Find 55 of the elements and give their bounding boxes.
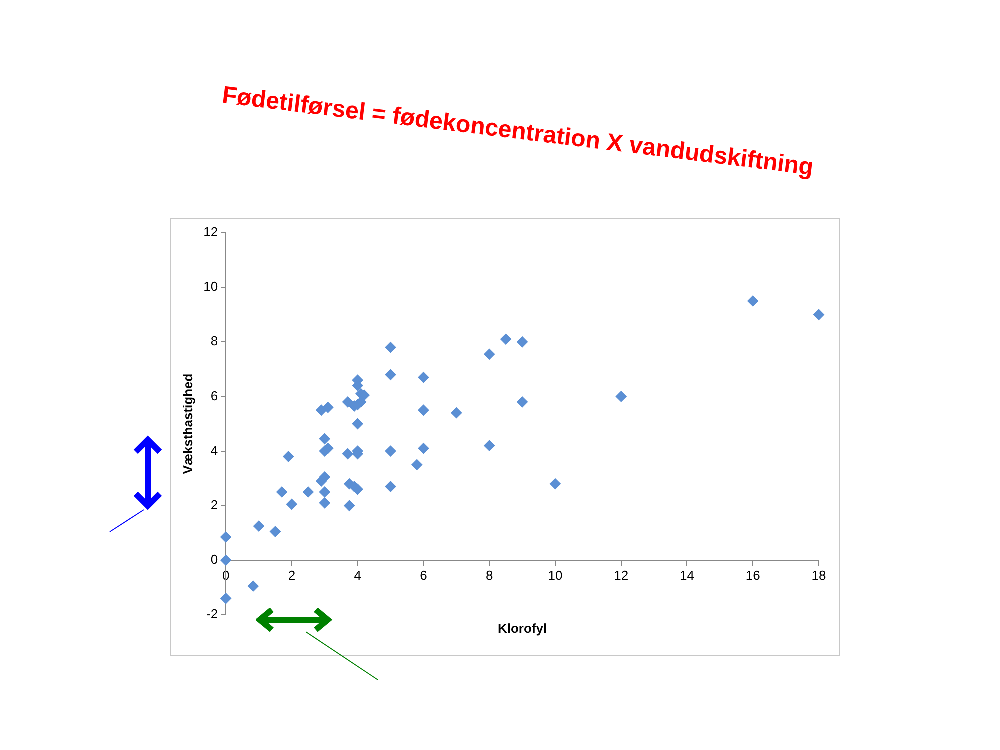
- y-tick-label: 8: [210, 334, 218, 349]
- point: [385, 342, 396, 354]
- point: [342, 448, 354, 460]
- x-tick-label: 12: [614, 568, 629, 583]
- x-tick-label: 14: [680, 568, 694, 583]
- point: [517, 336, 528, 348]
- x-tick-label: 6: [420, 568, 428, 583]
- y-tick-label: 12: [204, 224, 218, 240]
- y-tick-label: 0: [210, 552, 218, 568]
- x-tick-label: 10: [548, 568, 563, 583]
- point: [748, 296, 759, 307]
- y-axis-title: Væksthastighed: [180, 374, 196, 474]
- point: [322, 402, 334, 414]
- x-axis-title: Klorofyl: [498, 621, 548, 636]
- point: [220, 593, 232, 604]
- y-tick-label: 10: [204, 279, 218, 294]
- point: [319, 498, 330, 509]
- point: [418, 372, 430, 384]
- point: [418, 443, 430, 454]
- point: [276, 486, 288, 498]
- x-tick-label: 4: [354, 568, 362, 583]
- point: [814, 309, 824, 320]
- x-tick-label: 2: [288, 568, 296, 583]
- y-tick-label: 4: [210, 442, 218, 458]
- point: [385, 369, 396, 380]
- point: [451, 408, 462, 419]
- point: [550, 478, 561, 490]
- point: [286, 498, 298, 510]
- point: [319, 434, 330, 445]
- y-tick-label: 2: [210, 497, 218, 512]
- point: [342, 396, 354, 408]
- point: [319, 486, 330, 498]
- point: [484, 440, 496, 452]
- x-tick-label: 16: [746, 568, 760, 583]
- point: [254, 520, 264, 532]
- point: [220, 554, 232, 566]
- point: [283, 451, 294, 462]
- point: [616, 391, 627, 402]
- point: [302, 486, 314, 498]
- y-tick-label: -2: [206, 606, 218, 622]
- y-tick-label: 6: [210, 388, 218, 404]
- x-tick-label: 18: [812, 568, 826, 583]
- point: [220, 532, 232, 543]
- point: [418, 404, 430, 416]
- point: [484, 348, 496, 360]
- point: [412, 459, 423, 470]
- point: [270, 526, 281, 538]
- point: [248, 580, 259, 592]
- x-tick-label: 8: [486, 568, 494, 583]
- point: [385, 481, 396, 492]
- point: [500, 334, 512, 345]
- point: [344, 500, 356, 512]
- point: [517, 396, 528, 408]
- point: [352, 418, 364, 430]
- point: [385, 446, 396, 457]
